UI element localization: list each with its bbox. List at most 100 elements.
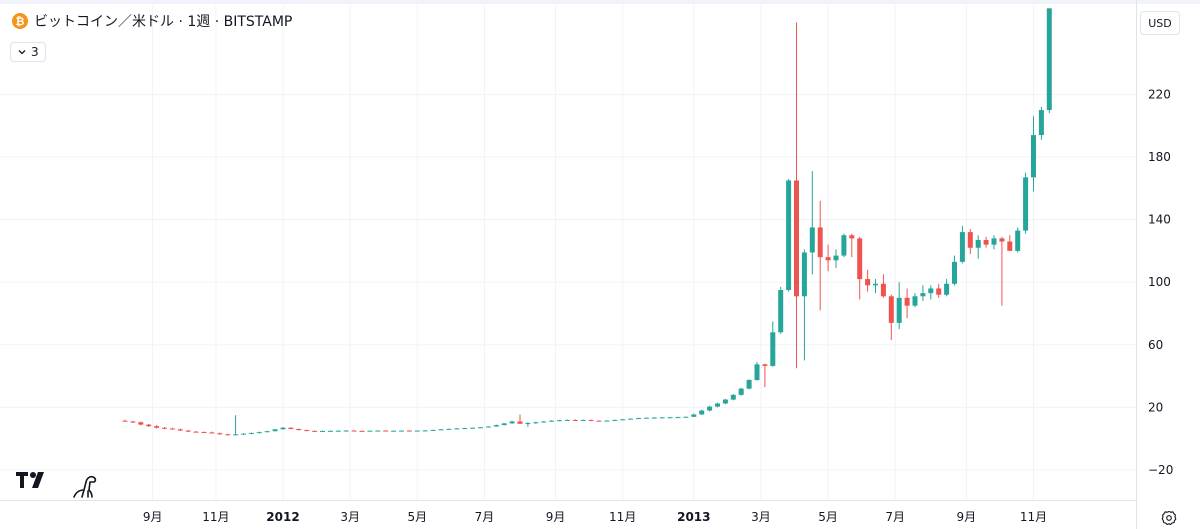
candle-body [659, 417, 665, 419]
candle-body [517, 421, 523, 424]
candle-body [604, 420, 610, 422]
candle-body [280, 427, 286, 430]
candle-body [446, 428, 452, 430]
candle-body [138, 422, 144, 425]
candle-body [241, 433, 246, 435]
candle-body [177, 429, 183, 431]
candle-body [730, 394, 736, 400]
candle-body [533, 422, 539, 424]
candle-body [651, 417, 657, 419]
candle-body [817, 227, 823, 258]
candle-body [825, 257, 831, 261]
candle-body [557, 420, 562, 422]
indicators-count: 3 [31, 45, 39, 59]
candle-body [509, 421, 515, 424]
candle-body [146, 424, 152, 427]
candle-body [185, 430, 191, 432]
candle-body [991, 238, 997, 245]
candle-body [564, 419, 570, 421]
candle-body [588, 419, 594, 421]
dinosaur-icon[interactable] [70, 470, 100, 500]
candle-body [596, 420, 602, 422]
candle-body [209, 432, 215, 434]
candle-body [501, 423, 507, 426]
currency-button[interactable]: USD [1140, 11, 1180, 35]
candle-body [612, 419, 618, 421]
candle-body [865, 279, 871, 286]
candle-body [256, 432, 262, 434]
candle-body [288, 427, 294, 429]
y-tick-label: 60 [1148, 338, 1163, 352]
candle-body [857, 238, 863, 280]
candle-body [841, 235, 847, 256]
y-tick-label: 100 [1148, 275, 1171, 289]
candle-body [770, 332, 776, 366]
x-tick-label: 5月 [818, 510, 838, 524]
candle-body [312, 430, 318, 432]
candle-body [391, 430, 397, 432]
candle-body [343, 430, 349, 432]
x-tick-label: 7月 [885, 510, 905, 524]
x-tick-label: 11月 [202, 510, 229, 524]
candle-body [746, 380, 752, 389]
tradingview-logo-icon[interactable] [14, 470, 50, 490]
candle-body [248, 433, 254, 435]
candle-body [201, 431, 207, 433]
candle-body [130, 421, 136, 423]
candle-body [525, 423, 531, 425]
candles [122, 8, 1052, 436]
candle-body [952, 261, 957, 284]
candle-body [406, 430, 412, 432]
candle-body [754, 364, 760, 381]
x-tick-label: 7月 [475, 510, 495, 524]
candle-body [1015, 230, 1021, 251]
candle-body [999, 238, 1005, 242]
top-border [0, 0, 1200, 4]
candle-body [691, 414, 697, 417]
candle-body [162, 427, 167, 429]
candle-body [399, 430, 404, 432]
candle-body [414, 430, 420, 432]
gear-icon[interactable] [1161, 510, 1177, 526]
y-tick-label: 20 [1148, 400, 1163, 414]
candle-body [264, 431, 270, 433]
candle-body [707, 406, 713, 411]
candle-body [217, 433, 223, 435]
candle-body [912, 296, 918, 306]
candle-body [462, 428, 468, 430]
candle-body [359, 430, 365, 432]
y-tick-label: 140 [1148, 213, 1171, 227]
candle-body [351, 430, 357, 432]
candle-body [983, 239, 989, 245]
chevron-down-icon [18, 50, 26, 55]
currency-label: USD [1148, 16, 1172, 30]
indicators-toggle-button[interactable]: 3 [10, 42, 46, 62]
candle-body [154, 426, 160, 428]
candle-body [628, 418, 634, 420]
candle-body [715, 403, 720, 407]
x-tick-label: 11月 [609, 510, 636, 524]
candle-body [904, 297, 910, 306]
candle-body [699, 410, 705, 415]
candle-body [636, 418, 641, 420]
symbol-title[interactable]: ビットコイン／米ドル · 1週 · BITSTAMP [34, 14, 293, 30]
candle-body [643, 417, 649, 419]
candle-body [801, 252, 807, 297]
candle-body [1007, 241, 1013, 251]
candle-body [967, 232, 973, 248]
candle-body [580, 419, 586, 421]
candle-body [320, 431, 325, 433]
candle-body [485, 426, 491, 428]
candle-body [762, 364, 768, 366]
bitcoin-icon: ₿ [12, 13, 28, 29]
candle-body [375, 430, 381, 432]
x-tick-label: 9月 [546, 510, 566, 524]
candle-body [454, 428, 460, 430]
y-tick-label: 220 [1148, 87, 1171, 101]
candle-body [975, 239, 981, 248]
candle-body [959, 232, 965, 262]
candle-body [880, 283, 886, 297]
x-tick-label: 2013 [677, 510, 710, 524]
candle-body [383, 430, 389, 432]
